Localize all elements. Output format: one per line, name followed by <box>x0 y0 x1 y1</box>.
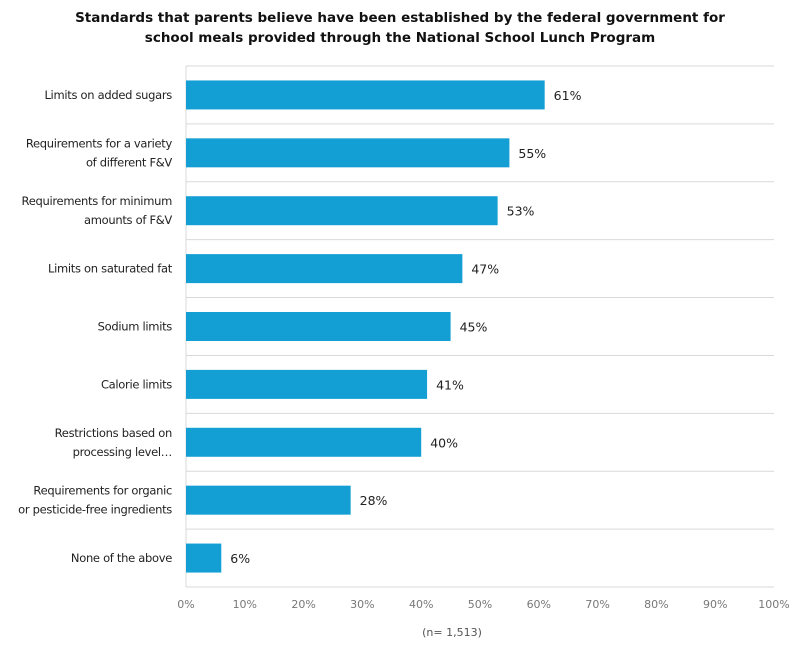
bar <box>186 369 428 399</box>
x-tick-label: 90% <box>703 598 727 611</box>
data-label: 6% <box>230 551 250 566</box>
x-tick-label: 80% <box>644 598 668 611</box>
sample-size-note: (n= 1,513) <box>422 626 482 639</box>
bar <box>186 80 545 110</box>
category-label: None of the above <box>71 551 172 565</box>
x-tick-label: 60% <box>527 598 551 611</box>
category-label: Calorie limits <box>101 377 172 391</box>
data-label: 55% <box>518 146 546 161</box>
category-label: Requirements for organic <box>33 484 172 498</box>
category-label: Sodium limits <box>98 320 173 334</box>
data-label: 53% <box>507 204 535 219</box>
category-label: Limits on added sugars <box>44 88 172 102</box>
category-label: Requirements for a variety <box>26 136 173 150</box>
x-tick-label: 100% <box>758 598 789 611</box>
data-label: 41% <box>436 377 464 392</box>
data-label: 61% <box>554 88 582 103</box>
x-tick-label: 50% <box>468 598 492 611</box>
category-label: or pesticide-free ingredients <box>18 503 172 517</box>
x-tick-label: 20% <box>291 598 315 611</box>
category-label: processing level… <box>73 445 172 459</box>
x-tick-label: 0% <box>177 598 194 611</box>
category-label: Restrictions based on <box>55 426 172 440</box>
category-label: Limits on saturated fat <box>48 262 173 276</box>
data-label: 45% <box>460 320 488 335</box>
chart-title-line-1: Standards that parents believe have been… <box>75 10 725 26</box>
x-tick-label: 10% <box>233 598 257 611</box>
data-label: 40% <box>430 435 458 450</box>
bar <box>186 427 422 457</box>
data-label: 28% <box>360 493 388 508</box>
category-label: Requirements for minimum <box>22 194 173 208</box>
bar <box>186 196 498 226</box>
x-tick-label: 70% <box>585 598 609 611</box>
x-tick-label: 40% <box>409 598 433 611</box>
bar <box>186 485 351 515</box>
chart-title-line-2: school meals provided through the Nation… <box>145 30 655 46</box>
bar <box>186 138 510 168</box>
x-tick-label: 30% <box>350 598 374 611</box>
bar <box>186 254 463 284</box>
bar <box>186 543 222 573</box>
category-label: amounts of F&V <box>84 213 172 227</box>
category-label: of different F&V <box>86 155 172 169</box>
bar <box>186 312 451 341</box>
data-label: 47% <box>471 262 499 277</box>
